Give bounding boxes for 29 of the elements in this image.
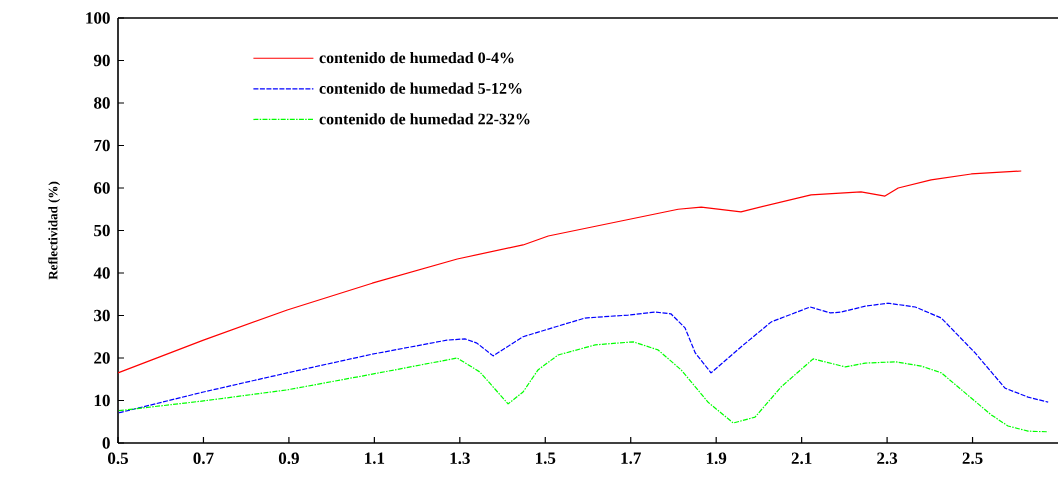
legend-label: contenido de humedad 5-12%: [319, 82, 522, 94]
y-tick-label: 30: [94, 309, 110, 322]
x-tick-label: 1.7: [621, 452, 641, 464]
y-tick-label: 100: [86, 12, 110, 24]
line-series: [118, 341, 1049, 433]
x-tick-label: 0.5: [108, 452, 128, 465]
x-tick-label: 1.9: [706, 452, 727, 465]
y-tick-label: 0: [102, 437, 110, 449]
legend-label: contenido de humedad 22-32%: [319, 113, 530, 125]
y-tick-label: 80: [94, 97, 110, 109]
x-tick-label: 2.3: [877, 452, 898, 465]
x-tick-label: 1.3: [450, 452, 470, 465]
x-tick-label: 1.5: [536, 452, 556, 464]
line-series: [118, 302, 1049, 414]
x-tick-label: 1.1: [365, 452, 385, 464]
y-tick-label: 60: [94, 182, 110, 194]
legend-label: contenido de humedad 0-4%: [319, 51, 514, 64]
x-tick-label: 0.7: [193, 452, 214, 465]
y-tick-label: 50: [94, 224, 110, 237]
y-tick-label: 20: [94, 352, 110, 364]
y-tick-label: 70: [94, 139, 110, 152]
line-series: [118, 170, 1022, 374]
x-tick-label: 2.1: [791, 452, 812, 465]
y-tick-label: 10: [94, 394, 110, 407]
y-tick-label: 90: [93, 54, 110, 67]
y-axis-title: Reflectividad (%): [48, 181, 61, 280]
x-tick-label: 2.5: [962, 452, 983, 465]
y-tick-label: 40: [93, 267, 110, 279]
x-tick-label: 0.9: [278, 452, 299, 465]
